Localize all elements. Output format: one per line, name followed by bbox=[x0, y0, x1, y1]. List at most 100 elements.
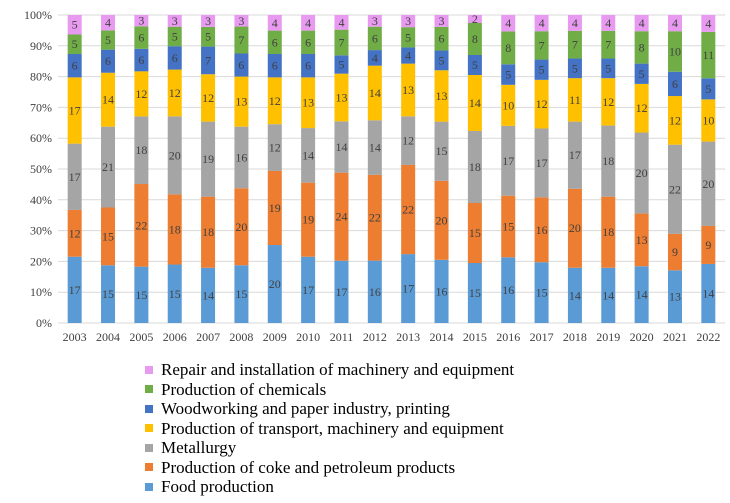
data-label: 5 bbox=[338, 58, 344, 72]
x-tick-label: 2020 bbox=[630, 330, 654, 344]
bar-segment bbox=[634, 31, 649, 64]
data-label: 6 bbox=[305, 59, 311, 73]
bar-segment bbox=[267, 245, 282, 323]
data-label: 10 bbox=[669, 44, 681, 58]
bar-segment bbox=[634, 83, 649, 133]
data-label: 15 bbox=[536, 286, 548, 300]
bar-segment bbox=[234, 53, 249, 77]
y-tick-label: 40% bbox=[30, 193, 52, 207]
data-label: 15 bbox=[235, 287, 247, 301]
bar-segment bbox=[601, 125, 616, 197]
bar-segment bbox=[401, 116, 416, 165]
data-label: 19 bbox=[269, 201, 281, 215]
data-label: 6 bbox=[305, 35, 311, 49]
data-label: 22 bbox=[669, 182, 681, 196]
data-label: 13 bbox=[636, 233, 648, 247]
bar-segment bbox=[101, 15, 116, 31]
legend-label: Food production bbox=[161, 477, 274, 497]
data-label: 11 bbox=[703, 48, 715, 62]
bar-segment bbox=[334, 260, 349, 323]
legend-item: Production of transport, machinery and e… bbox=[145, 419, 514, 439]
data-label: 18 bbox=[135, 143, 147, 157]
bar-segment bbox=[267, 53, 282, 78]
bar-segment bbox=[301, 128, 316, 183]
bar-segment bbox=[367, 15, 382, 27]
bar-segment bbox=[167, 46, 182, 70]
data-label: 19 bbox=[302, 213, 314, 227]
data-label: 7 bbox=[238, 33, 244, 47]
bar-segment bbox=[234, 15, 249, 27]
bar-segment bbox=[467, 15, 482, 23]
bar-segment bbox=[301, 30, 316, 54]
bar-segment bbox=[567, 15, 582, 31]
data-label: 6 bbox=[439, 32, 445, 46]
data-label: 14 bbox=[102, 93, 114, 107]
data-label: 16 bbox=[436, 284, 448, 298]
data-label: 14 bbox=[335, 140, 347, 154]
bar-segment bbox=[201, 46, 216, 75]
bar-segment bbox=[467, 203, 482, 263]
legend-item: Repair and installation of machinery and… bbox=[145, 360, 514, 380]
data-label: 13 bbox=[235, 95, 247, 109]
bar-segment bbox=[434, 70, 449, 122]
bar-segment bbox=[567, 267, 582, 323]
y-tick-label: 100% bbox=[24, 8, 52, 22]
data-label: 4 bbox=[705, 16, 711, 30]
data-label: 6 bbox=[372, 31, 378, 45]
bar-segment bbox=[367, 26, 382, 51]
bar-segment bbox=[434, 50, 449, 71]
data-label: 4 bbox=[105, 16, 111, 30]
bar-segment bbox=[201, 267, 216, 323]
bar-segment bbox=[67, 209, 82, 257]
y-tick-label: 60% bbox=[30, 131, 52, 145]
bar-segment bbox=[701, 31, 716, 79]
bar-segment bbox=[267, 170, 282, 246]
x-tick-label: 2010 bbox=[296, 330, 320, 344]
bar-segment bbox=[567, 58, 582, 79]
y-tick-label: 10% bbox=[30, 285, 52, 299]
data-label: 3 bbox=[138, 14, 144, 28]
data-label: 5 bbox=[572, 61, 578, 75]
data-label: 5 bbox=[72, 18, 78, 32]
data-label: 12 bbox=[269, 141, 281, 155]
data-label: 4 bbox=[539, 16, 545, 30]
data-label: 5 bbox=[705, 82, 711, 96]
data-label: 12 bbox=[169, 86, 181, 100]
bar-segment bbox=[367, 120, 382, 175]
x-tick-label: 2011 bbox=[330, 330, 354, 344]
data-label: 4 bbox=[572, 16, 578, 30]
bar-segment bbox=[534, 79, 549, 129]
data-label: 9 bbox=[705, 238, 711, 252]
data-label: 19 bbox=[202, 152, 214, 166]
data-label: 17 bbox=[536, 156, 548, 170]
data-label: 17 bbox=[69, 104, 81, 118]
data-label: 10 bbox=[502, 98, 514, 112]
bar-segment bbox=[667, 96, 682, 145]
data-label: 14 bbox=[302, 148, 314, 162]
data-label: 3 bbox=[172, 14, 178, 28]
data-label: 15 bbox=[502, 219, 514, 233]
bar-segment bbox=[367, 174, 382, 261]
bar-segment bbox=[667, 71, 682, 97]
legend-swatch bbox=[145, 365, 153, 374]
legend-swatch bbox=[145, 482, 153, 491]
data-label: 6 bbox=[672, 77, 678, 91]
legend-item: Metallurgy bbox=[145, 438, 514, 458]
bar-segment bbox=[167, 116, 182, 195]
data-label: 8 bbox=[472, 32, 478, 46]
bar-segment bbox=[634, 132, 649, 214]
data-label: 6 bbox=[272, 35, 278, 49]
bar-segment bbox=[434, 121, 449, 181]
bar-segment bbox=[567, 30, 582, 59]
y-axis: 0% 10% 20% 30% 40% 50% 60% 70% 80% 90% 100% bbox=[24, 8, 52, 330]
bar-segment bbox=[634, 266, 649, 323]
data-label: 3 bbox=[205, 14, 211, 28]
data-label: 4 bbox=[605, 16, 611, 30]
y-tick-label: 30% bbox=[30, 224, 52, 238]
bar-segment bbox=[501, 31, 516, 65]
bar-segment bbox=[401, 47, 416, 64]
bar-segment bbox=[567, 188, 582, 268]
bar-segment bbox=[534, 31, 549, 60]
data-label: 2 bbox=[472, 12, 478, 26]
bar-segment bbox=[501, 257, 516, 323]
